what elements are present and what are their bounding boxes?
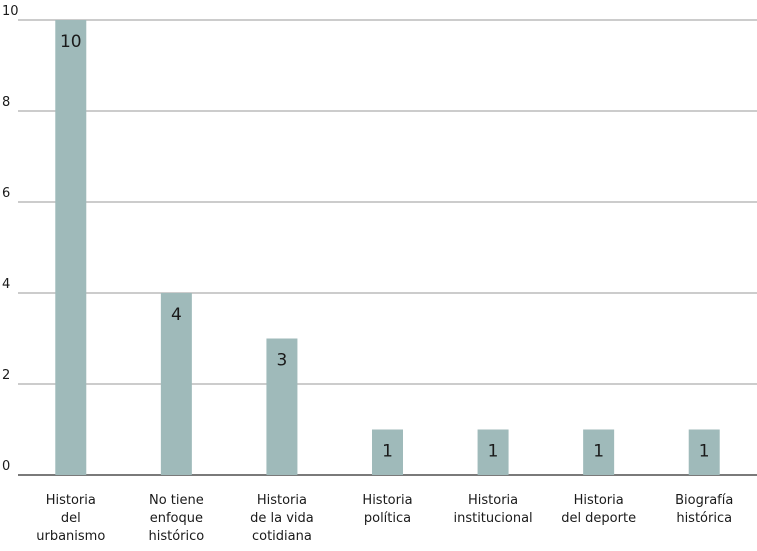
data-label: 1: [488, 442, 499, 462]
bar: [372, 429, 403, 475]
y-tick-label: 6: [2, 186, 10, 201]
bar: [55, 20, 87, 475]
data-label: 3: [277, 351, 288, 371]
x-tick-label: del deporte: [561, 511, 636, 526]
data-label: 1: [593, 442, 604, 462]
y-tick-label: 4: [2, 277, 10, 292]
x-tick-label: Biografía: [675, 493, 733, 508]
x-tick-label: política: [364, 511, 411, 526]
data-label: 10: [60, 32, 82, 52]
bar: [583, 429, 615, 475]
data-label: 4: [171, 305, 182, 325]
x-tick-label: institucional: [453, 511, 532, 526]
x-tick-label: Historia: [574, 493, 624, 508]
y-tick-label: 10: [2, 4, 19, 19]
x-tick-label: histórica: [676, 511, 732, 526]
x-tick-label: del: [61, 511, 81, 526]
x-tick-label: Historia: [362, 493, 412, 508]
x-tick-label: Historia: [46, 493, 96, 508]
bar: [160, 293, 192, 475]
data-label: 1: [699, 442, 710, 462]
y-tick-label: 2: [2, 368, 10, 383]
x-tick-label: urbanismo: [36, 529, 105, 544]
x-tick-label: histórico: [148, 529, 204, 544]
x-tick-label: enfoque: [150, 511, 203, 526]
bar: [266, 338, 298, 475]
x-tick-label: cotidiana: [252, 529, 312, 544]
bar: [688, 429, 720, 475]
bar: [477, 429, 509, 475]
x-tick-label: Historia: [257, 493, 307, 508]
x-tick-label: Historia: [468, 493, 518, 508]
data-label: 1: [382, 442, 393, 462]
y-tick-label: 8: [2, 95, 10, 110]
x-tick-label: de la vida: [250, 511, 314, 526]
y-tick-label: 0: [2, 459, 10, 474]
x-tick-label: No tiene: [149, 493, 204, 508]
